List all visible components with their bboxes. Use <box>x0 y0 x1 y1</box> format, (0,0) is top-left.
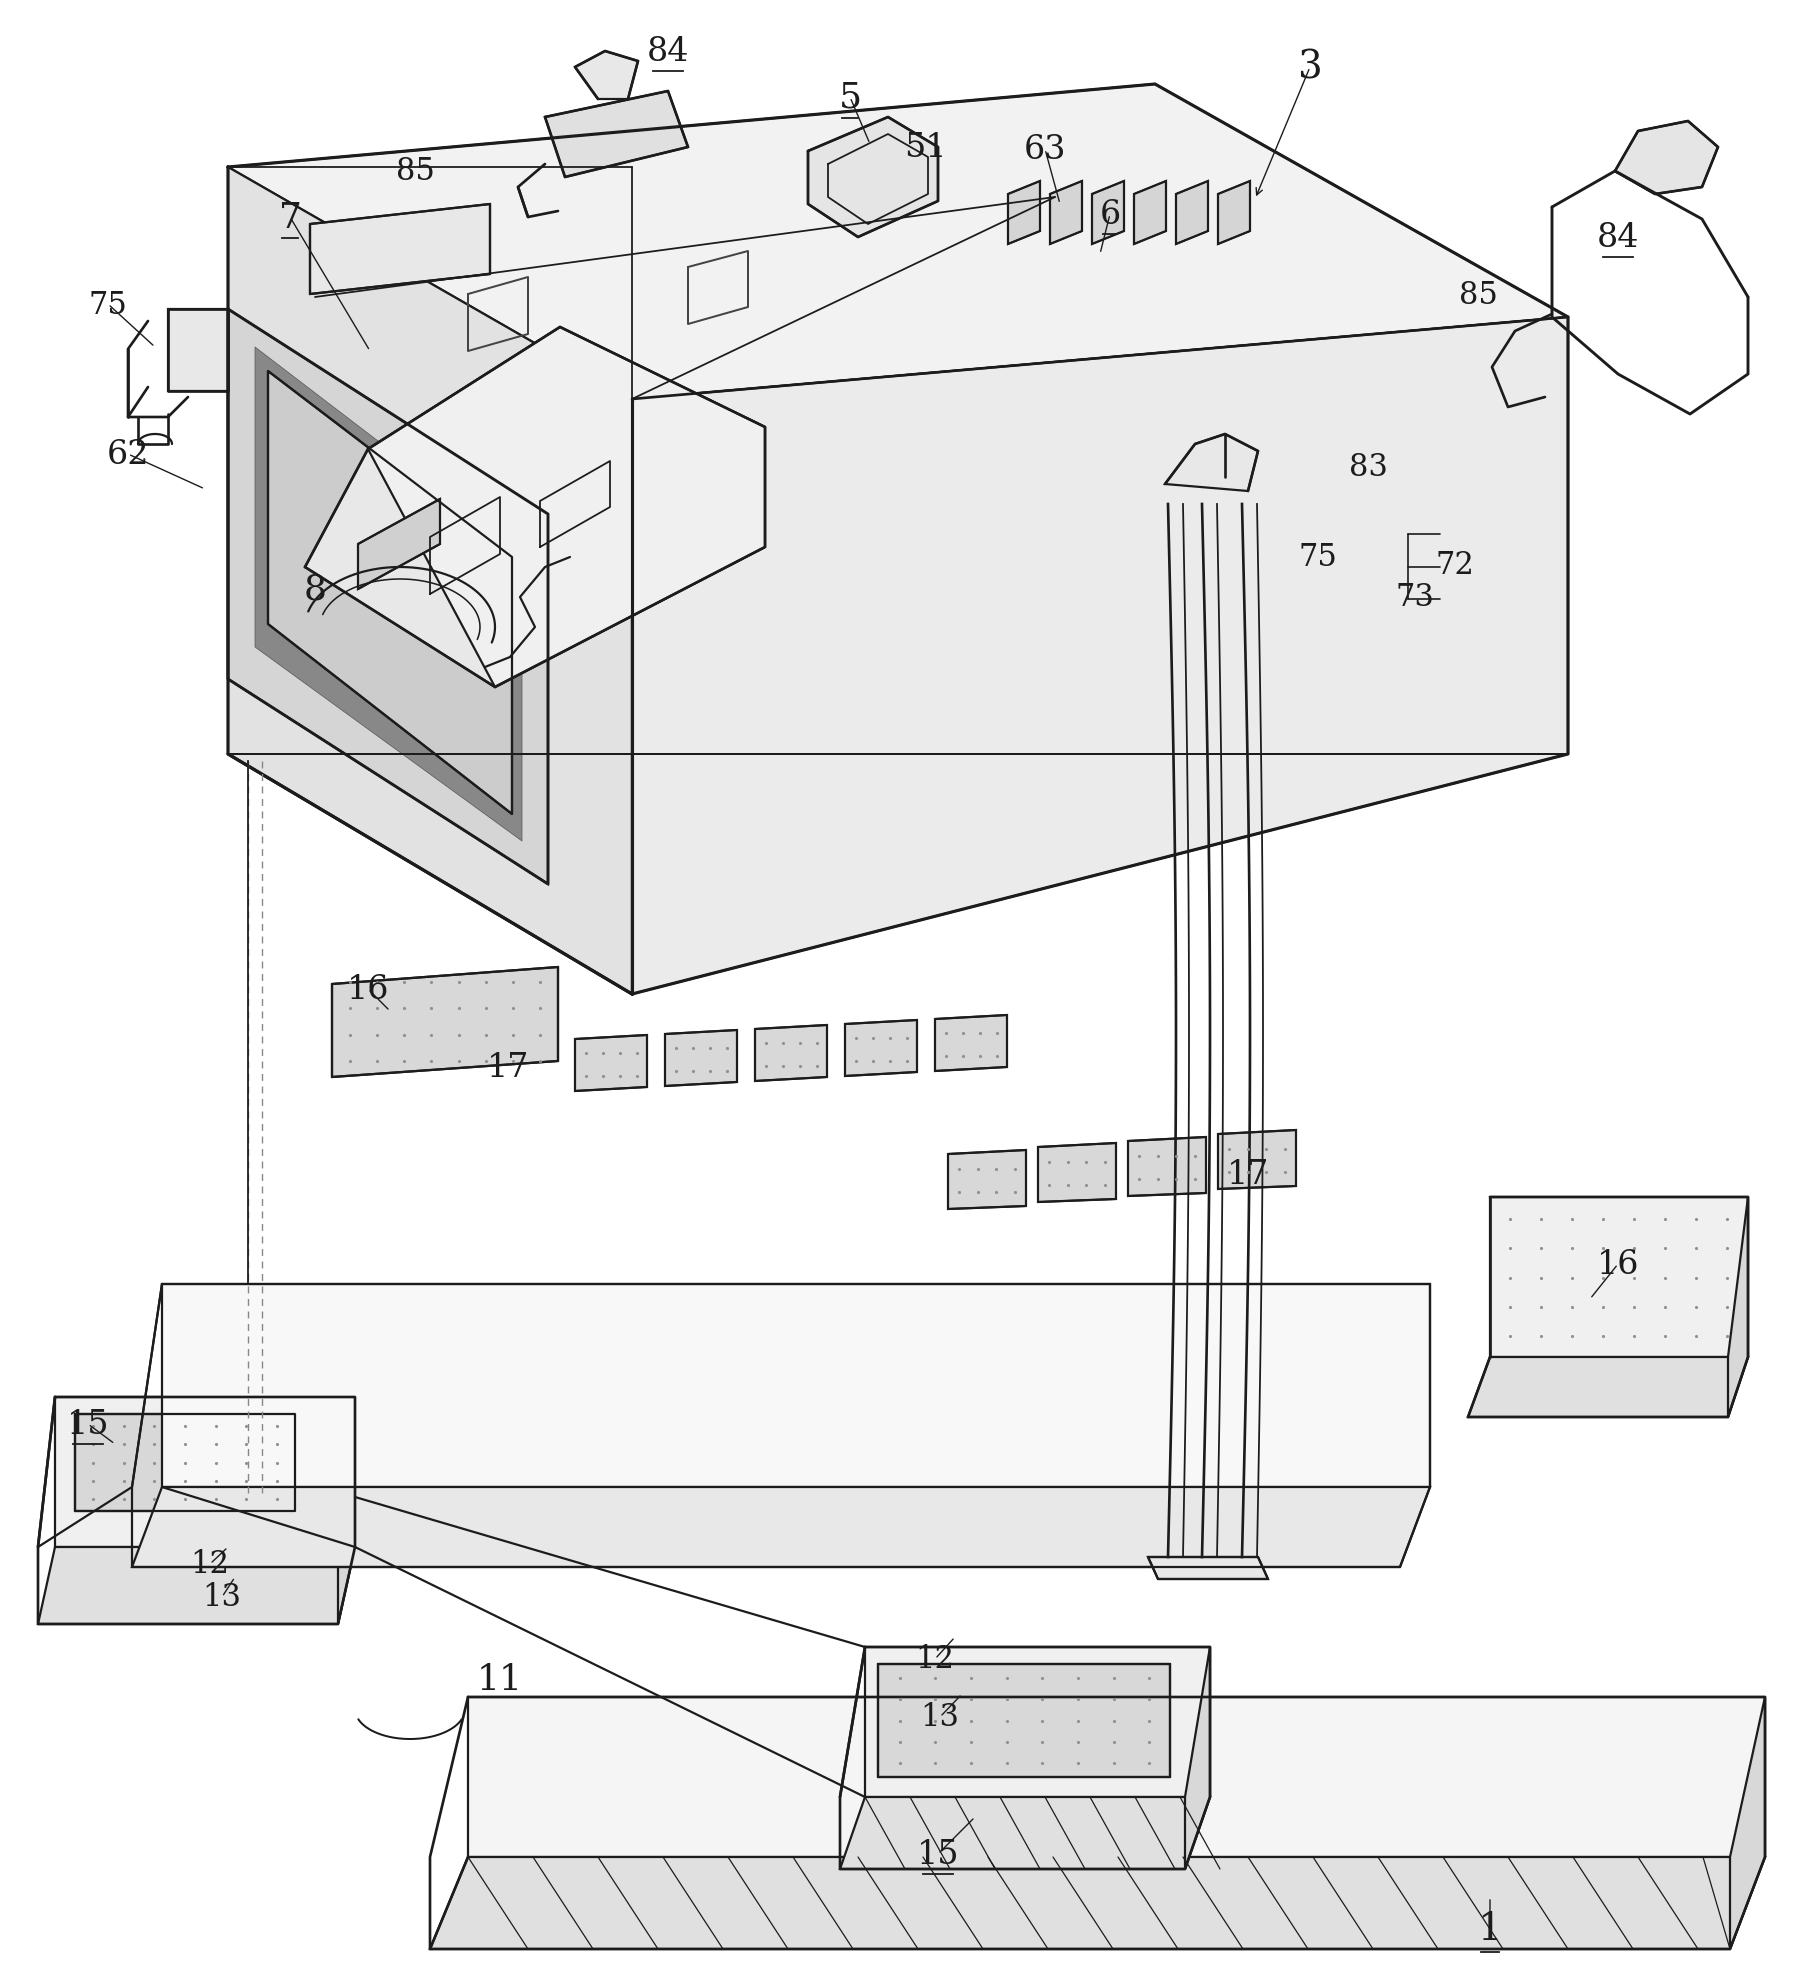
Text: 84: 84 <box>646 36 690 67</box>
Polygon shape <box>576 51 637 99</box>
Polygon shape <box>865 1647 1211 1798</box>
Polygon shape <box>358 499 440 590</box>
Text: 1: 1 <box>1477 1911 1502 1948</box>
Polygon shape <box>878 1663 1169 1778</box>
Polygon shape <box>1730 1697 1765 1948</box>
Polygon shape <box>338 1398 355 1624</box>
Text: 85: 85 <box>396 156 434 188</box>
Text: 15: 15 <box>67 1408 109 1439</box>
Polygon shape <box>936 1016 1006 1071</box>
Polygon shape <box>132 1487 1430 1568</box>
Text: 75: 75 <box>1298 543 1338 574</box>
Text: 84: 84 <box>1596 222 1640 253</box>
Polygon shape <box>1218 182 1251 246</box>
Polygon shape <box>1615 123 1718 194</box>
Text: 62: 62 <box>107 440 148 471</box>
Text: 15: 15 <box>916 1837 959 1869</box>
Polygon shape <box>632 319 1567 994</box>
Polygon shape <box>54 1398 355 1546</box>
Polygon shape <box>1091 182 1124 246</box>
Text: 11: 11 <box>478 1661 523 1697</box>
Polygon shape <box>268 372 512 814</box>
Polygon shape <box>576 1036 646 1091</box>
Text: 6: 6 <box>1099 198 1120 232</box>
Text: 13: 13 <box>921 1701 959 1732</box>
Text: 72: 72 <box>1435 548 1475 580</box>
Polygon shape <box>1166 436 1258 491</box>
Text: 5: 5 <box>838 81 862 115</box>
Text: 63: 63 <box>1024 135 1066 166</box>
Polygon shape <box>1148 1556 1269 1580</box>
Text: 17: 17 <box>487 1051 529 1083</box>
Text: 16: 16 <box>1596 1247 1640 1281</box>
Polygon shape <box>306 329 766 687</box>
Polygon shape <box>228 309 548 885</box>
Text: 3: 3 <box>1298 50 1323 87</box>
Text: 7: 7 <box>279 200 302 236</box>
Polygon shape <box>74 1414 295 1511</box>
Polygon shape <box>545 91 688 178</box>
Text: 83: 83 <box>1348 451 1388 483</box>
Text: 17: 17 <box>1227 1158 1269 1190</box>
Text: 16: 16 <box>348 974 389 1006</box>
Polygon shape <box>1186 1647 1211 1869</box>
Polygon shape <box>469 1697 1765 1857</box>
Text: 51: 51 <box>903 133 947 164</box>
Polygon shape <box>367 329 766 687</box>
Polygon shape <box>255 348 521 842</box>
Polygon shape <box>1050 182 1082 246</box>
Polygon shape <box>1729 1198 1748 1418</box>
Polygon shape <box>1490 1198 1748 1358</box>
Polygon shape <box>807 119 938 238</box>
Polygon shape <box>331 968 557 1077</box>
Text: 73: 73 <box>1396 582 1435 614</box>
Polygon shape <box>664 1030 737 1087</box>
Polygon shape <box>228 85 1567 400</box>
Text: 75: 75 <box>89 289 127 321</box>
Text: 85: 85 <box>1459 279 1497 311</box>
Text: 8: 8 <box>304 572 326 606</box>
Polygon shape <box>38 1546 355 1624</box>
Polygon shape <box>1176 182 1207 246</box>
Polygon shape <box>228 168 632 994</box>
Polygon shape <box>1128 1137 1205 1196</box>
Polygon shape <box>1468 1358 1748 1418</box>
Polygon shape <box>1135 182 1166 246</box>
Polygon shape <box>948 1150 1026 1210</box>
Polygon shape <box>1037 1142 1117 1202</box>
Polygon shape <box>755 1026 827 1081</box>
Polygon shape <box>840 1798 1211 1869</box>
Polygon shape <box>163 1285 1430 1487</box>
Polygon shape <box>431 1857 1765 1948</box>
Polygon shape <box>168 309 228 392</box>
Polygon shape <box>310 204 491 295</box>
Text: 12: 12 <box>916 1643 954 1675</box>
Polygon shape <box>845 1020 918 1077</box>
Text: 12: 12 <box>190 1548 230 1580</box>
Polygon shape <box>1218 1131 1296 1190</box>
Polygon shape <box>1008 182 1041 246</box>
Text: 13: 13 <box>203 1582 241 1612</box>
